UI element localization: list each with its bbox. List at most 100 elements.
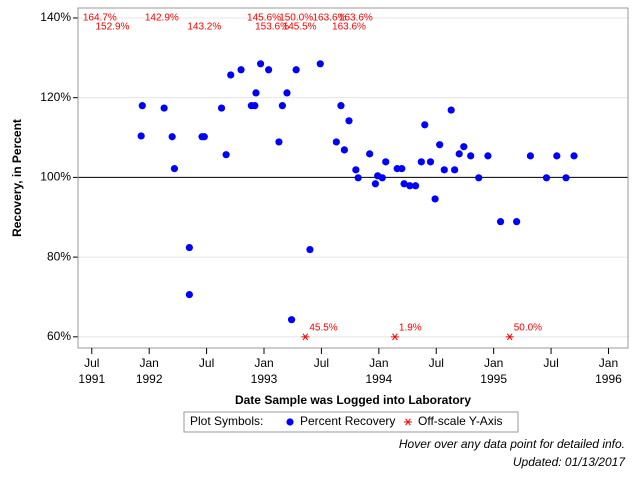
- x-tick-label: Jul: [84, 356, 99, 370]
- y-tick-label: 80%: [47, 249, 71, 263]
- offscale-label[interactable]: 150.0%: [279, 13, 313, 24]
- legend-marker: [286, 418, 294, 426]
- data-point[interactable]: [185, 290, 193, 299]
- data-point[interactable]: [382, 158, 390, 166]
- x-tick-year: 1991: [78, 372, 105, 386]
- data-point[interactable]: [265, 66, 273, 74]
- data-point[interactable]: [252, 89, 260, 97]
- data-point[interactable]: [200, 133, 208, 141]
- data-point[interactable]: [426, 158, 435, 166]
- data-point[interactable]: [345, 117, 353, 125]
- legend-marker: [404, 418, 412, 426]
- offscale-point[interactable]: [390, 333, 399, 341]
- data-point[interactable]: [526, 152, 535, 160]
- data-point[interactable]: [447, 106, 455, 114]
- offscale-label[interactable]: 153.6%: [255, 22, 289, 33]
- x-tick-label: Jan: [484, 356, 503, 370]
- data-point[interactable]: [316, 60, 324, 68]
- legend-label: Percent Recovery: [300, 414, 395, 428]
- offscale-label: 45.5%: [309, 322, 337, 333]
- data-point[interactable]: [421, 121, 429, 129]
- data-point[interactable]: [411, 182, 420, 190]
- plot-frame: [77, 7, 629, 349]
- data-point[interactable]: [460, 143, 468, 151]
- x-tick-label: Jul: [543, 356, 558, 370]
- data-point[interactable]: [185, 243, 193, 252]
- data-point[interactable]: [170, 165, 179, 173]
- x-tick-year: 1993: [251, 372, 278, 386]
- x-tick-year: 1994: [365, 372, 392, 386]
- data-point[interactable]: [451, 166, 459, 174]
- offscale-point[interactable]: [505, 333, 514, 341]
- offscale-label[interactable]: 164.7%: [83, 13, 117, 24]
- data-point[interactable]: [417, 158, 425, 166]
- data-point[interactable]: [292, 66, 300, 74]
- data-point[interactable]: [337, 102, 345, 110]
- data-point[interactable]: [278, 102, 286, 110]
- offscale-point[interactable]: [301, 333, 310, 341]
- x-tick-label: Jul: [199, 356, 214, 370]
- offscale-label[interactable]: 145.5%: [283, 22, 317, 33]
- data-point[interactable]: [160, 104, 168, 112]
- data-point[interactable]: [237, 66, 245, 74]
- data-point[interactable]: [371, 180, 379, 188]
- data-point[interactable]: [366, 150, 374, 158]
- data-point[interactable]: [352, 166, 360, 174]
- offscale-label[interactable]: 145.6%: [247, 13, 281, 24]
- data-point[interactable]: [306, 245, 314, 254]
- y-tick-label: 100%: [40, 170, 71, 184]
- offscale-label[interactable]: 163.6%: [332, 22, 366, 33]
- x-tick-year: 1996: [595, 372, 622, 386]
- data-point[interactable]: [222, 151, 230, 159]
- x-tick-label: Jul: [314, 356, 329, 370]
- data-point[interactable]: [168, 133, 176, 141]
- data-point[interactable]: [542, 174, 551, 182]
- data-point[interactable]: [496, 218, 505, 226]
- data-point[interactable]: [378, 174, 386, 182]
- data-point[interactable]: [513, 218, 521, 226]
- data-point[interactable]: [570, 152, 578, 160]
- data-point[interactable]: [332, 138, 340, 146]
- data-point[interactable]: [354, 174, 362, 182]
- data-point[interactable]: [406, 182, 414, 190]
- data-point[interactable]: [440, 166, 448, 174]
- data-point[interactable]: [256, 60, 265, 68]
- x-tick-year: 1992: [136, 372, 163, 386]
- offscale-label[interactable]: 143.2%: [187, 22, 221, 33]
- y-tick-label: 120%: [40, 90, 71, 104]
- data-point[interactable]: [553, 152, 561, 160]
- data-point[interactable]: [398, 165, 406, 173]
- offscale-label[interactable]: 163.6%: [313, 13, 347, 24]
- data-point[interactable]: [467, 152, 475, 160]
- legend-box: [183, 411, 519, 433]
- data-point[interactable]: [431, 195, 439, 203]
- data-point[interactable]: [283, 89, 291, 97]
- x-tick-label: Jan: [369, 356, 388, 370]
- x-tick-label: Jan: [140, 356, 159, 370]
- data-point[interactable]: [436, 141, 444, 149]
- x-axis-title: Date Sample was Logged into Laboratory: [235, 393, 471, 407]
- legend-title: Plot Symbols:: [190, 414, 263, 428]
- data-point[interactable]: [251, 102, 259, 110]
- x-tick-label: Jan: [254, 356, 273, 370]
- data-point[interactable]: [562, 174, 570, 182]
- y-tick-label: 60%: [47, 329, 71, 343]
- data-point[interactable]: [137, 132, 145, 140]
- data-point[interactable]: [455, 150, 463, 158]
- data-point[interactable]: [287, 316, 296, 324]
- offscale-label[interactable]: 163.6%: [339, 13, 373, 24]
- data-point[interactable]: [275, 138, 283, 146]
- offscale-label: 50.0%: [514, 322, 542, 333]
- data-point[interactable]: [340, 146, 348, 154]
- offscale-label: 1.9%: [399, 322, 422, 333]
- data-point[interactable]: [484, 152, 492, 160]
- data-point[interactable]: [227, 71, 235, 79]
- data-point[interactable]: [138, 102, 146, 110]
- data-point[interactable]: [475, 174, 483, 182]
- legend-label: Off-scale Y-Axis: [418, 414, 502, 428]
- offscale-label[interactable]: 152.9%: [95, 22, 129, 33]
- data-point[interactable]: [217, 104, 226, 112]
- offscale-label[interactable]: 142.9%: [145, 13, 179, 24]
- data-point[interactable]: [400, 180, 408, 188]
